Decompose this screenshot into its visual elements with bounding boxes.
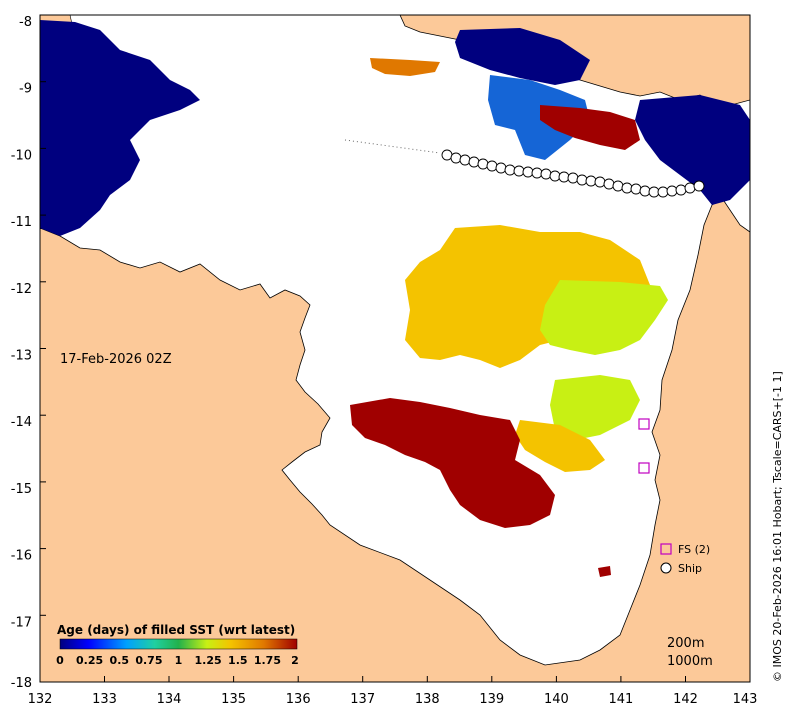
ship-legend-label: Ship [678,562,702,575]
x-tick-label: 141 [608,692,633,707]
fs-legend-label: FS (2) [678,543,710,556]
age-patch-1-25-south [550,375,640,440]
age-patch-1-25-east [540,280,668,355]
colorbar-tick: 1.5 [228,654,248,667]
age-patch-0-north [455,28,590,85]
x-tick-label: 139 [479,692,504,707]
colorbar: Age (days) of filled SST (wrt latest) 0 … [56,623,299,667]
colorbar-tick: 1.25 [195,654,222,667]
marker-legend: FS (2) Ship [660,543,710,575]
y-tick-label: -18 [11,676,32,691]
age-patch-0-east [635,95,750,205]
age-patch-1-5-central [405,225,650,368]
colorbar-tick: 1 [175,654,183,667]
ship-legend-marker [660,562,672,574]
y-tick-label: -17 [11,615,32,630]
y-tick-label: -10 [11,148,32,163]
x-tick-label: 140 [544,692,569,707]
y-axis-ticks [40,14,46,683]
ship-track [441,149,705,198]
age-patch-1-75-north [370,58,440,76]
y-tick-label: -13 [11,349,32,364]
date-label: 17-Feb-2026 02Z [60,352,172,367]
fs-marker [638,418,650,430]
land-northern-territory [39,197,751,683]
contour-label: 1000m [667,654,713,669]
x-tick-label: 134 [157,692,182,707]
x-tick-label: 137 [350,692,375,707]
y-tick-label: -9 [19,82,32,97]
y-tick-labels: -8 -9 -10 -11 -12 -13 -14 -15 -16 -17 -1… [11,15,32,691]
age-patch-1-5-south [515,420,605,472]
age-patch-0-5-north [488,75,590,160]
y-tick-label: -11 [11,215,32,230]
age-patch-2-north [540,105,640,150]
colorbar-tick: 0.75 [135,654,162,667]
x-tick-label: 142 [673,692,698,707]
x-tick-labels: 132 133 134 135 136 137 138 139 140 141 … [28,692,758,707]
x-tick-label: 136 [286,692,311,707]
age-patch-0-west [40,20,200,236]
fs-marker [638,462,650,474]
x-axis-ticks [39,676,751,682]
x-tick-label: 133 [92,692,117,707]
x-tick-label: 138 [415,692,440,707]
colorbar-tick: 2 [291,654,299,667]
colorbar-tick: 0.5 [110,654,130,667]
x-tick-label: 143 [733,692,758,707]
credit-text: © IMOS 20-Feb-2026 16:01 Hobart; Tscale=… [771,371,784,682]
x-tick-label: 132 [28,692,53,707]
y-tick-label: -16 [11,549,32,564]
age-patch-2-southwest [350,398,555,528]
y-tick-label: -12 [11,282,32,297]
y-tick-label: -15 [11,482,32,497]
colorbar-gradient [59,638,298,650]
contour-labels: 200m 1000m [667,636,713,669]
y-tick-label: -8 [19,15,32,30]
age-patch-2-east-small [598,566,611,577]
y-tick-label: -14 [11,415,32,430]
colorbar-tick: 0.25 [76,654,103,667]
colorbar-tick: 1.75 [254,654,281,667]
colorbar-tick: 0 [56,654,64,667]
fs-legend-marker [660,543,672,555]
contour-label: 200m [667,636,704,651]
colorbar-title: Age (days) of filled SST (wrt latest) [57,623,295,637]
x-tick-label: 135 [221,692,246,707]
